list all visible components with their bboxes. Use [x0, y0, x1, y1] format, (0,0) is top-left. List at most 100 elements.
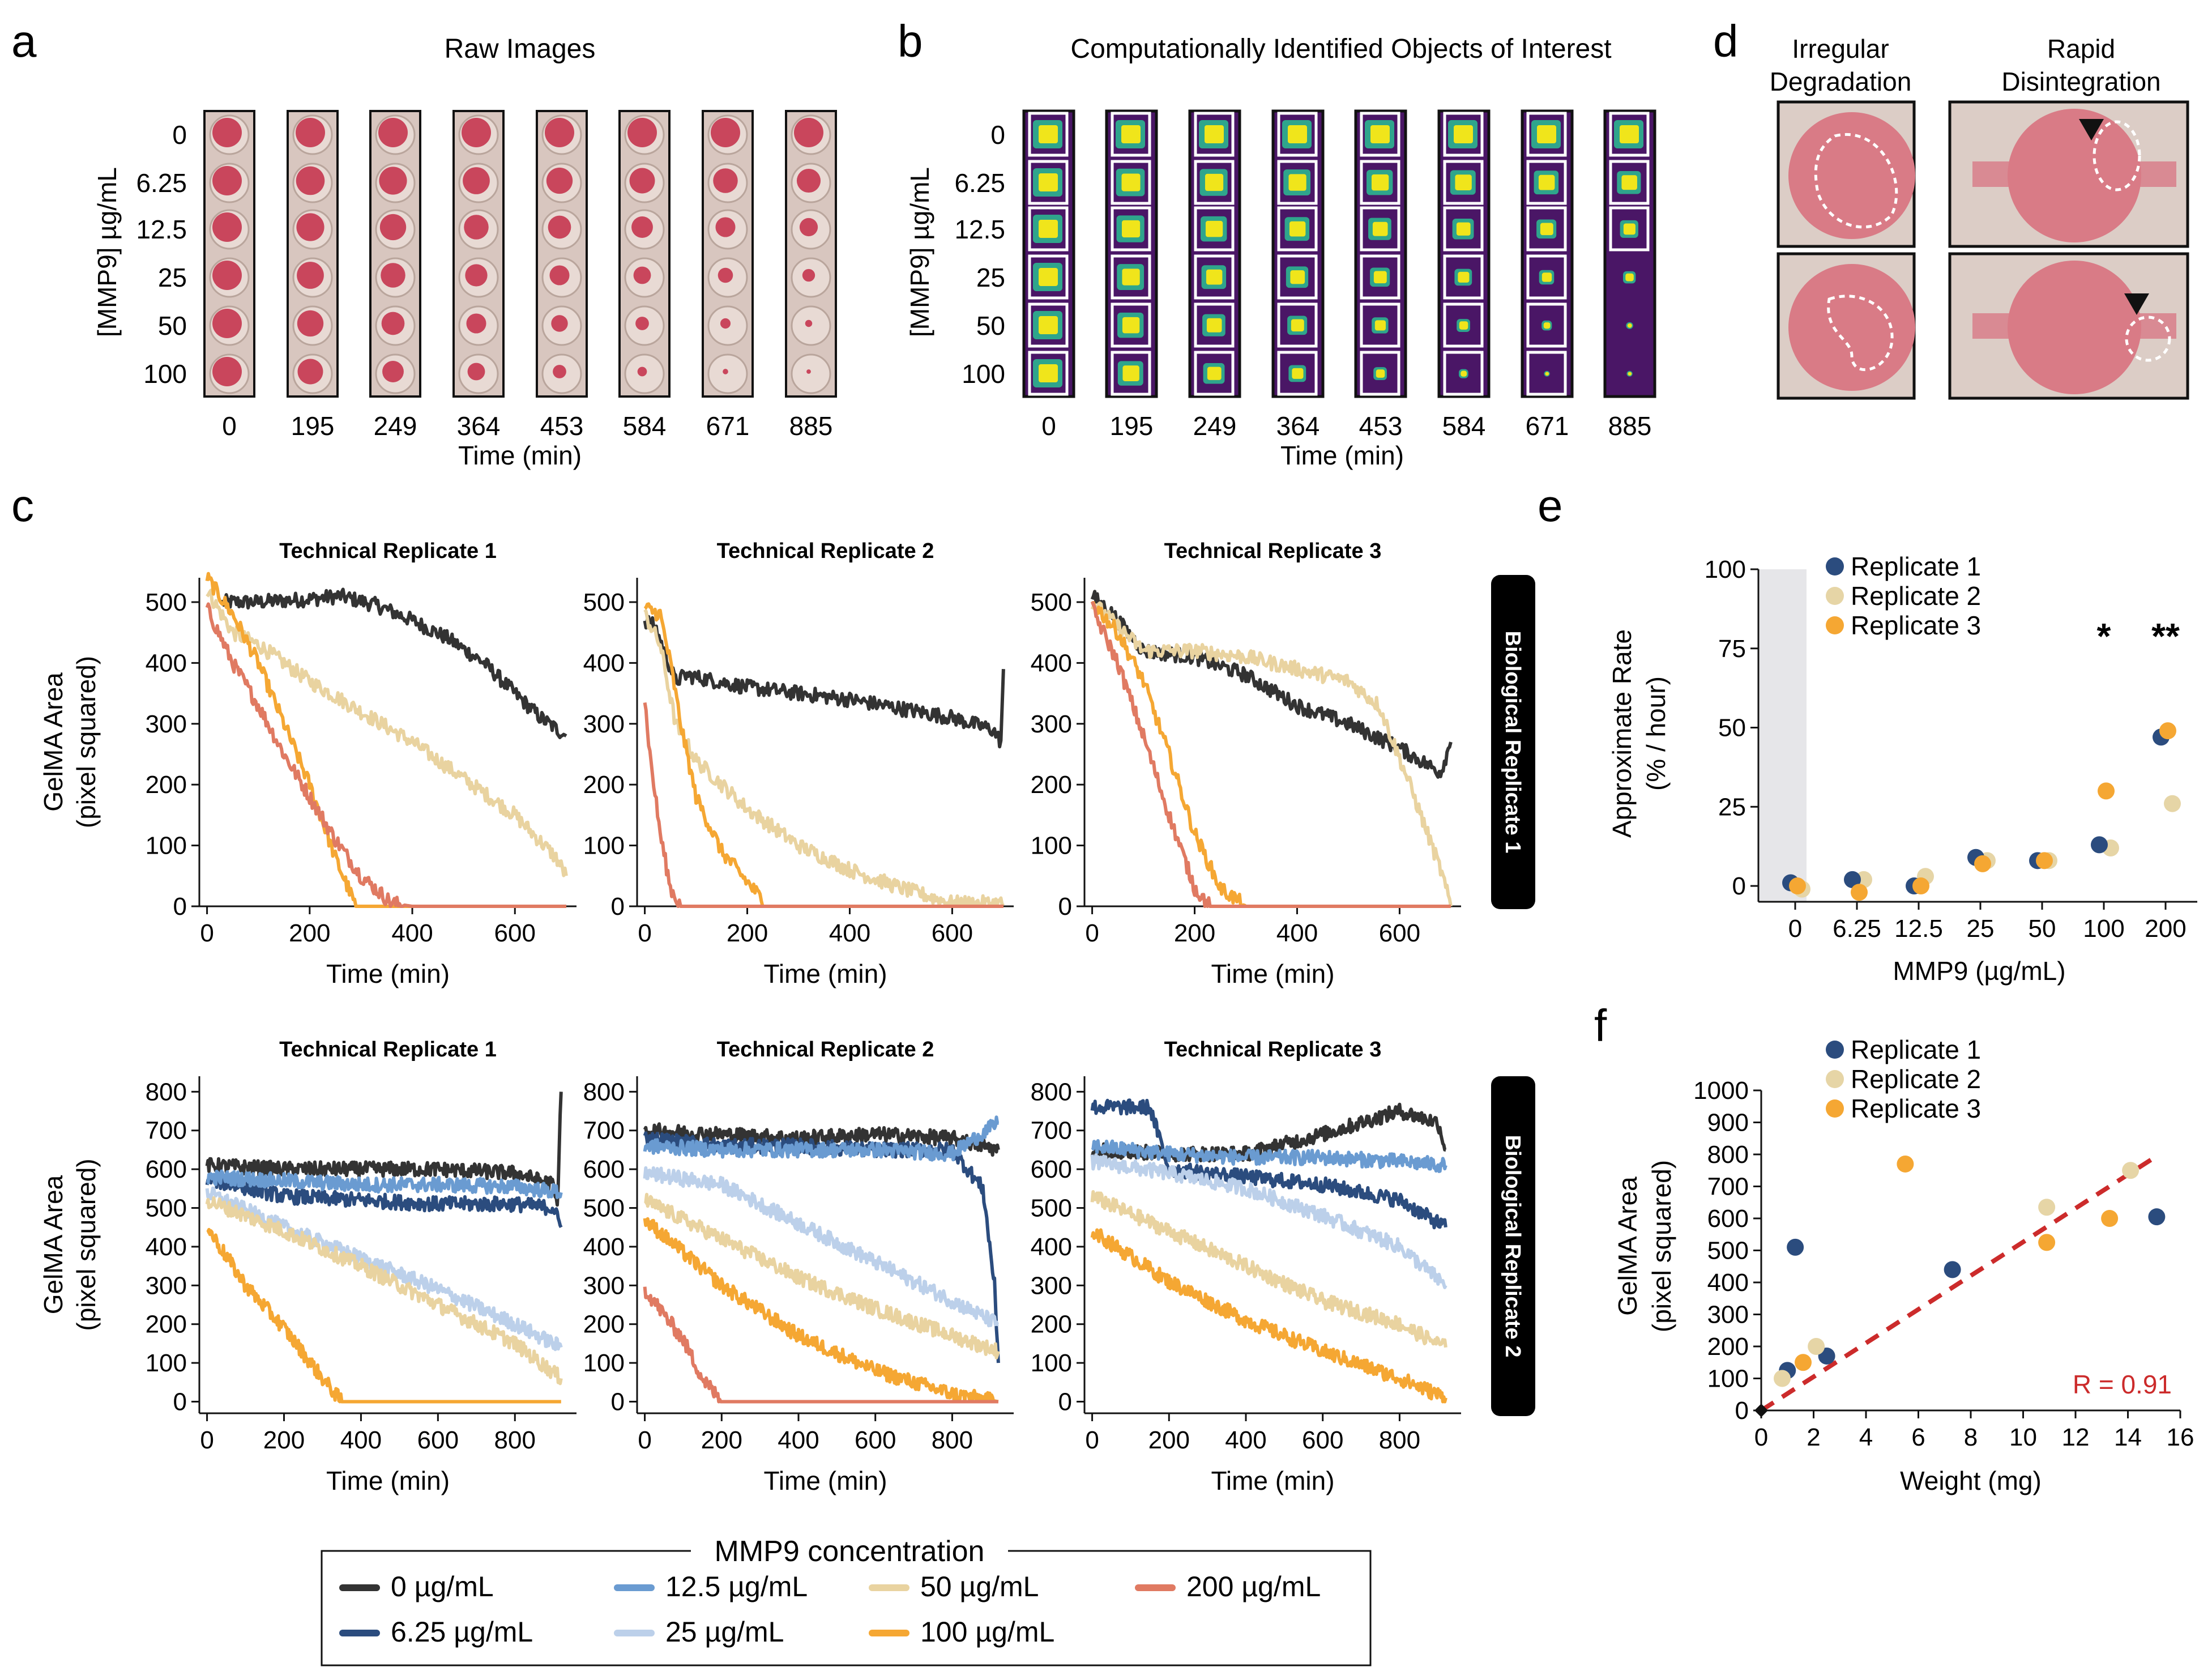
panel-a-gel [297, 359, 323, 385]
panel-e-y-tick-label: 100 [1705, 556, 1746, 583]
panel-f-y-tick-label: 400 [1707, 1269, 1749, 1297]
panel-b-detection-box [1194, 302, 1235, 348]
panel-c-series-line [205, 1186, 563, 1352]
panel-c-y-tick-label: 200 [1031, 771, 1072, 799]
panel-b-blob-core [1625, 273, 1634, 282]
panel-b-identified-objects: Computationally Identified Objects of In… [905, 34, 1656, 470]
panel-c-y-tick-label: 600 [583, 1156, 625, 1183]
panel-f-point [2122, 1162, 2140, 1179]
panel-c-y-tick-label: 800 [146, 1078, 187, 1106]
panel-f-point [1944, 1261, 1961, 1278]
panel-c-x-tick-label: 400 [340, 1426, 382, 1454]
panel-e-x-tick-label: 25 [1967, 915, 1995, 943]
panel-a-gel [723, 369, 728, 374]
panel-c-chart-title: Technical Replicate 2 [717, 1038, 934, 1062]
panel-c-series-line [643, 1286, 1000, 1404]
panel-c-y-tick-label: 200 [1031, 1311, 1072, 1338]
panel-c-x-tick-label: 600 [494, 919, 536, 947]
panel-a-gel [802, 268, 815, 282]
panel-b-detection-box [1277, 351, 1318, 396]
mmp9-concentration-legend: MMP9 concentration 0 µg/mL 6.25 µg/mL 12.5… [321, 1535, 1372, 1666]
panel-b-blob-core [1540, 223, 1553, 236]
panel-c-y-tick-label: 0 [1058, 1388, 1072, 1416]
panel-a-gel [805, 319, 813, 327]
panel-a-gel [718, 267, 733, 283]
panel-c-y-tick-label: 0 [611, 1388, 625, 1416]
panel-f-y-tick-label: 700 [1707, 1173, 1749, 1201]
panel-b-blob-core [1627, 323, 1632, 328]
panel-b-row-label: 12.5 [954, 215, 1005, 244]
panel-f-fit-line [1760, 1152, 2161, 1413]
panel-e-significance: * [2097, 616, 2111, 657]
panel-b-detection-box [1111, 302, 1151, 348]
legend-item-label: 200 µg/mL [1186, 1571, 1321, 1602]
panel-b-blob-core [1537, 125, 1556, 143]
panel-b-blob-core [1039, 364, 1058, 382]
panel-a-gel [467, 363, 485, 381]
panel-c-series-line [1090, 600, 1451, 908]
panel-e-x-label: MMP9 (µg/mL) [1893, 956, 2065, 986]
panel-b-detection-box [1277, 254, 1318, 300]
panel-e-x-tick-label: 100 [2083, 915, 2124, 943]
panel-c-x-tick-label: 400 [778, 1426, 819, 1454]
panel-d-col-title-2-line-1: Rapid [2047, 34, 2115, 63]
panel-a-gel [806, 369, 811, 374]
panel-b-blob-core [1543, 322, 1551, 329]
panel-a-gel [633, 266, 651, 284]
panel-a-gel [711, 118, 740, 147]
panel-a-gel [296, 213, 324, 241]
panel-c-x-tick-label: 200 [1174, 919, 1215, 947]
panel-a-time-label: 249 [374, 411, 417, 441]
panel-c-y-tick-label: 400 [1031, 1233, 1072, 1261]
panel-c-area-timecourses: Technical Replicate 1 0 100 200 300 400 500 0 20… [39, 539, 1535, 1495]
panel-b-time-label: 364 [1276, 411, 1320, 441]
panel-b-detection-box [1277, 112, 1318, 157]
panel-e-rate-scatter: 0 25 50 75 100 0 6.25 12.5 25 50 100 200 MMP9 (µg/mL… [1607, 552, 2197, 986]
panel-b-detection-box [1194, 112, 1235, 157]
panel-a-gel [378, 118, 408, 147]
panel-a-row-label: 25 [158, 263, 187, 292]
legend-title-bg [691, 1536, 1008, 1570]
panel-b-blob-core [1122, 365, 1139, 381]
panel-f-x-tick-label: 2 [1807, 1423, 1820, 1451]
panel-b-blob-core [1371, 174, 1389, 191]
panel-e-point [2091, 836, 2108, 854]
panel-e-x-tick-label: 12.5 [1894, 915, 1943, 943]
panel-c-series-line [205, 572, 567, 908]
panel-a-gel [631, 216, 653, 238]
panel-e-point [1974, 855, 1991, 872]
panel-a-gel [212, 357, 242, 386]
panel-b-detection-box [1609, 112, 1650, 157]
panel-c-series-line [643, 615, 1005, 749]
panel-f-legend-marker [1826, 1070, 1844, 1088]
panel-c-x-tick-label: 200 [727, 919, 768, 947]
panel-f-y-tick-label: 1000 [1693, 1077, 1749, 1105]
panel-c-y-tick-label: 200 [583, 1311, 625, 1338]
panel-f-point [1795, 1354, 1812, 1371]
panel-b-detection-box [1194, 254, 1235, 300]
panel-c-chart-title: Technical Replicate 1 [279, 1038, 497, 1062]
panel-a-gel [635, 317, 649, 330]
panel-b-detection-box [1111, 351, 1151, 396]
panel-c-series-line [1090, 1098, 1447, 1230]
panel-b-detection-box [1526, 112, 1567, 157]
panel-c-y-tick-label: 0 [1058, 893, 1072, 920]
panel-a-row-label: 6.25 [136, 168, 187, 198]
panel-e-shaded-region [1758, 569, 1807, 902]
panel-b-blob-core [1620, 125, 1639, 143]
panel-c-series-line [206, 1227, 562, 1404]
panel-a-row-label: 100 [143, 359, 187, 389]
panel-f-point [2038, 1199, 2056, 1216]
panel-c-y-tick-label: 200 [146, 771, 187, 799]
panel-f-x-tick-label: 6 [1911, 1423, 1925, 1451]
panel-a-gel [629, 168, 655, 194]
panel-e-y-tick-label: 75 [1718, 635, 1746, 663]
panel-b-detection-box [1609, 160, 1650, 205]
panel-d-outline [1827, 295, 1894, 372]
panel-a-strip [536, 110, 588, 398]
panel-e-x-tick-label: 200 [2145, 915, 2186, 943]
panel-b-strip [1521, 109, 1574, 398]
panel-d-outline [2093, 120, 2141, 191]
panel-b-blob-core [1122, 268, 1140, 285]
